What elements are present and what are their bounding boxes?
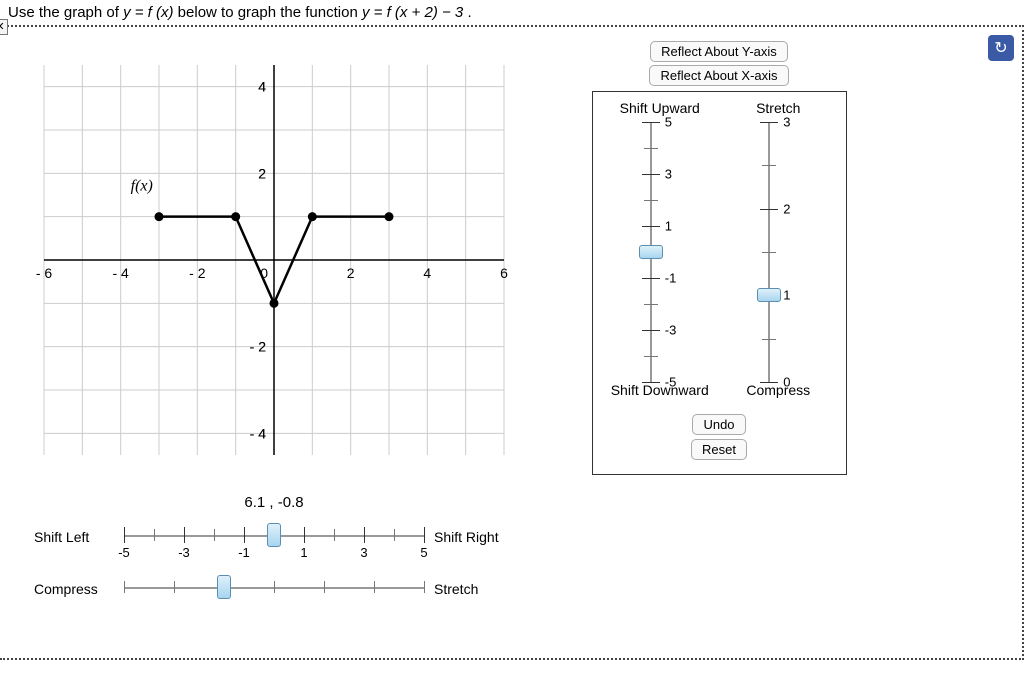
svg-text:4: 4 [258, 79, 266, 95]
horizontal-sliders: Shift Left -5-3-1135 Shift Right Compres… [34, 523, 534, 601]
svg-text:- 2: - 2 [189, 265, 206, 281]
coord-readout: 6.1 , -0.8 [14, 494, 534, 511]
stretch-v-label: Stretch [723, 100, 833, 116]
reload-icon[interactable]: ↻ [988, 35, 1014, 61]
undo-reset-buttons: Undo Reset [601, 414, 838, 464]
q-suffix: . [467, 4, 471, 21]
question-text: Use the graph of y = f (x) below to grap… [0, 0, 1024, 25]
svg-text:f(x): f(x) [131, 178, 153, 195]
shift-right-label: Shift Right [424, 523, 514, 545]
slider-handle[interactable] [757, 288, 781, 302]
close-icon[interactable]: ✕ [0, 19, 8, 35]
stretch-h-track[interactable] [124, 575, 424, 601]
reflect-y-button[interactable]: Reflect About Y-axis [650, 41, 788, 62]
stretch-v-track[interactable]: 0123 [723, 122, 833, 382]
compress-label: Compress [34, 575, 124, 597]
content-panel: ✕ ↻ - 6- 4- 20246- 4- 224- 4- 224f(x) 6.… [0, 25, 1024, 660]
graph-svg[interactable]: - 6- 4- 20246- 4- 224- 4- 224f(x) [14, 35, 534, 485]
svg-text:6: 6 [500, 265, 508, 281]
undo-button[interactable]: Undo [692, 414, 745, 435]
reflect-x-button[interactable]: Reflect About X-axis [649, 65, 788, 86]
stretch-slider-row: Compress Stretch [34, 575, 534, 601]
compress-v-label: Compress [723, 382, 833, 398]
slider-handle[interactable] [639, 245, 663, 259]
slider-handle[interactable] [217, 575, 231, 599]
stretch-v-slider: Stretch 0123 Compress [723, 100, 833, 404]
shift-v-slider: Shift Upward -5-3-1135 Shift Downward [605, 100, 715, 404]
page-root: Use the graph of y = f (x) below to grap… [0, 0, 1024, 685]
shift-up-label: Shift Upward [605, 100, 715, 116]
q-mid: below to graph the function [178, 4, 362, 21]
svg-text:4: 4 [423, 265, 431, 281]
svg-text:- 4: - 4 [250, 425, 267, 441]
reset-button[interactable]: Reset [691, 439, 747, 460]
q-eq2: y = f (x + 2) − 3 [362, 4, 463, 21]
svg-text:- 4: - 4 [112, 265, 129, 281]
slider-handle[interactable] [267, 523, 281, 547]
shift-v-track[interactable]: -5-3-1135 [605, 122, 715, 382]
graph-panel: - 6- 4- 20246- 4- 224- 4- 224f(x) 6.1 , … [14, 35, 534, 621]
control-box: Shift Upward -5-3-1135 Shift Downward St… [592, 91, 847, 475]
svg-text:- 6: - 6 [36, 265, 53, 281]
svg-text:2: 2 [258, 165, 266, 181]
q-prefix: Use the graph of [8, 4, 123, 21]
reflect-buttons: Reflect About Y-axis Reflect About X-axi… [564, 41, 874, 89]
svg-text:2: 2 [347, 265, 355, 281]
shift-slider-row: Shift Left -5-3-1135 Shift Right [34, 523, 534, 549]
svg-text:- 2: - 2 [250, 339, 267, 355]
shift-h-track[interactable]: -5-3-1135 [124, 523, 424, 549]
stretch-label: Stretch [424, 575, 514, 597]
q-eq1: y = f (x) [123, 4, 173, 21]
controls-panel: Reflect About Y-axis Reflect About X-axi… [564, 41, 874, 621]
vertical-sliders: Shift Upward -5-3-1135 Shift Downward St… [601, 100, 838, 404]
shift-left-label: Shift Left [34, 523, 124, 545]
shift-down-label: Shift Downward [605, 382, 715, 398]
main-row: - 6- 4- 20246- 4- 224- 4- 224f(x) 6.1 , … [14, 35, 1008, 621]
